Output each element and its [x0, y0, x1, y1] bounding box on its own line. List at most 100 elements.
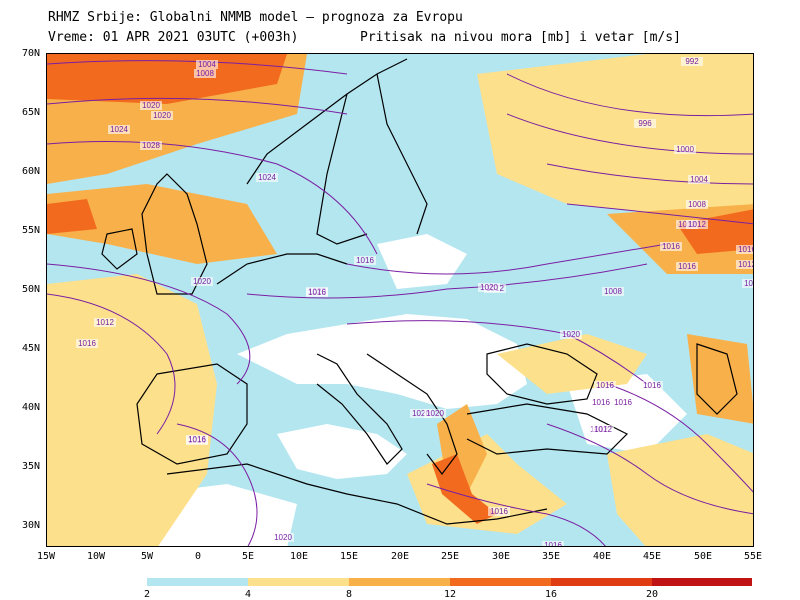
map-title: RHMZ Srbije: Globalni NMMB model — progn… [48, 10, 463, 25]
isobar-label: 1020 [153, 111, 171, 120]
isobar-label: 1016 [662, 242, 680, 251]
isobar-line [47, 141, 378, 255]
caspian-coast [696, 343, 738, 415]
lat-label-65n: 65N [21, 107, 40, 118]
lon-label-0: 0 [194, 551, 202, 562]
continental-coast [216, 253, 348, 285]
isobar-label: 1008 [196, 69, 214, 78]
isobar-line [346, 320, 648, 385]
isobar-label: 1016 [356, 256, 374, 265]
lat-label-30n: 30N [21, 520, 40, 531]
wind-speed-fill-layer [47, 54, 753, 546]
colorbar-label: 12 [443, 589, 457, 600]
isobar-label: 1016 [614, 398, 632, 407]
isobar-label-background [592, 425, 614, 434]
colorbar-segment [248, 578, 349, 586]
moderate-wind-black-sea [497, 334, 647, 394]
isobar-label: 1016 [738, 245, 754, 254]
isobar-label-background [194, 69, 216, 78]
isobar-label-background [272, 533, 294, 542]
isobar-label: 1016 [643, 381, 661, 390]
isobar-label-background [424, 409, 446, 418]
isobar-line [606, 383, 753, 493]
colorbar-segment [349, 578, 450, 586]
isobar-label-background [76, 339, 98, 348]
lat-label-40n: 40N [21, 402, 40, 413]
lon-label-10e: 10E [289, 551, 309, 562]
isobar-label: 1016 [592, 398, 610, 407]
lon-label-40e: 40E [592, 551, 612, 562]
isobar-line [346, 243, 668, 275]
isobar-label-background [542, 541, 564, 546]
isobar-label-background [186, 435, 208, 444]
north-africa-coast [166, 463, 548, 525]
calm-area-baltic [377, 234, 467, 289]
isobar-line [506, 113, 753, 155]
lon-label-45e: 45E [642, 551, 662, 562]
lat-label-45n: 45N [21, 343, 40, 354]
isobar-label-background [151, 111, 173, 120]
lon-label-15w: 15W [36, 551, 56, 562]
lon-label-25e: 25E [440, 551, 460, 562]
isobar-label: 1028 [142, 141, 160, 150]
isobar-label: 1016 [490, 507, 508, 516]
lat-label-70n: 70N [21, 48, 40, 59]
black-sea-coast [486, 343, 598, 405]
isobar-label: 992 [685, 57, 699, 66]
colorbar-label: 4 [244, 589, 252, 600]
wind-speed-colorbar [147, 578, 752, 586]
lon-label-20e: 20E [390, 551, 410, 562]
forecast-map: 1004100810201024102810121016101610161020… [46, 53, 754, 547]
isobar-label-background [674, 145, 696, 154]
isobar-label-background [191, 277, 213, 286]
isobar-label-background [612, 398, 634, 407]
colorbar-label: 16 [544, 589, 558, 600]
isobar-label-background [354, 256, 376, 265]
lon-label-15e: 15E [339, 551, 359, 562]
isobar-label: 1020 [412, 409, 430, 418]
lon-label-30e: 30E [491, 551, 511, 562]
coastline-layer [101, 58, 738, 525]
lon-label-5w: 5W [140, 551, 154, 562]
isobar-line [176, 423, 258, 546]
isobar-label: 1020 [480, 283, 498, 292]
very-strong-wind-norway [47, 199, 97, 234]
isobar-line [47, 97, 348, 115]
isobar-label: 1000 [676, 145, 694, 154]
lon-label-10w: 10W [86, 551, 106, 562]
isobar-line [426, 483, 606, 546]
isobar-label-background [306, 288, 328, 297]
colorbar-label: 8 [345, 589, 353, 600]
isobar-label-background [594, 381, 616, 390]
isobar-label: 1020 [562, 330, 580, 339]
isobar-label: 1004 [690, 175, 708, 184]
isobar-line [506, 73, 753, 117]
iberia-coast [136, 363, 248, 465]
lon-label-55e: 55E [743, 551, 763, 562]
isobar-label-background [94, 318, 116, 327]
lon-label-35e: 35E [541, 551, 561, 562]
balkans-coast [366, 353, 458, 475]
isobar-label: 1012 [96, 318, 114, 327]
lat-label-60n: 60N [21, 166, 40, 177]
isobar-line [566, 203, 753, 225]
isobar-label: 1016 [78, 339, 96, 348]
isobar-label: 1012 [594, 425, 612, 434]
isobar-label: 1020 [426, 409, 444, 418]
colorbar-label: 2 [143, 589, 151, 600]
moderate-wind-east-turkey [607, 434, 753, 546]
isobar-label: 1020 [142, 101, 160, 110]
colorbar-segment [450, 578, 551, 586]
isobar-label-background [590, 398, 612, 407]
isobar-label-background [681, 57, 703, 66]
scandinavia-coast [246, 58, 428, 245]
isobar-label: 1016 [596, 381, 614, 390]
isobar-label-background [686, 220, 708, 229]
isobar-label: 1016 [188, 435, 206, 444]
turkey-coast [466, 403, 629, 455]
strong-wind-north-sea [47, 184, 277, 264]
colorbar-label: 20 [645, 589, 659, 600]
isobar-label: 1012 [738, 260, 754, 269]
isobar-label-background [560, 330, 582, 339]
lat-label-35n: 35N [21, 461, 40, 472]
